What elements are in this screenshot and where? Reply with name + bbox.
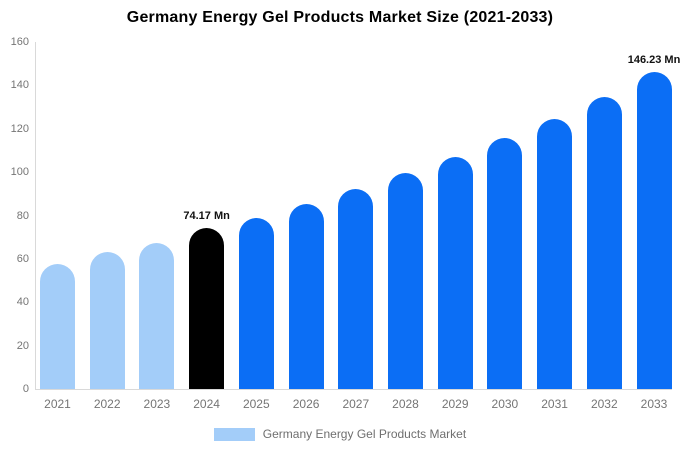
x-tick-label: 2025 xyxy=(242,397,270,411)
bar-2022 xyxy=(89,252,125,389)
bar-value-label-2024: 74.17 Mn xyxy=(183,210,230,223)
bar-2023 xyxy=(139,242,175,389)
x-tick-label: 2033 xyxy=(640,397,668,411)
bar-2033 xyxy=(636,71,672,389)
y-tick-label: 160 xyxy=(10,36,29,48)
bar-value-label-2033: 146.23 Mn xyxy=(627,53,680,66)
x-tick-label: 2024 xyxy=(193,397,220,411)
bar-2029 xyxy=(437,156,473,389)
bar-2028 xyxy=(388,173,423,389)
bar-2025 xyxy=(238,218,274,389)
y-tick-label: 100 xyxy=(10,166,29,179)
x-tick-label: 2021 xyxy=(44,397,71,411)
bar-2021 xyxy=(40,264,75,389)
y-tick-label: 20 xyxy=(16,339,29,352)
y-tick-label: 60 xyxy=(16,252,29,265)
bar-2031 xyxy=(537,118,573,389)
x-tick-label: 2023 xyxy=(143,397,171,411)
y-tick-label: 140 xyxy=(10,79,29,92)
legend-label: Germany Energy Gel Products Market xyxy=(262,427,467,441)
x-tick-label: 2027 xyxy=(342,397,370,411)
chart-title: Germany Energy Gel Products Market Size … xyxy=(126,9,554,26)
y-axis-line xyxy=(35,42,36,389)
bar-2030 xyxy=(487,138,523,389)
bar-2026 xyxy=(288,204,324,389)
x-tick-label: 2022 xyxy=(93,397,121,411)
x-tick-label: 2028 xyxy=(392,397,419,411)
legend-swatch xyxy=(213,427,255,441)
y-tick-label: 120 xyxy=(10,122,29,135)
x-tick-label: 2026 xyxy=(292,397,320,411)
y-tick-label: 40 xyxy=(16,296,29,309)
x-axis-line xyxy=(35,389,672,390)
bar-2027 xyxy=(338,189,374,389)
y-tick-label: 80 xyxy=(16,209,29,222)
x-tick-label: 2030 xyxy=(491,397,519,411)
y-tick-label: 0 xyxy=(22,383,29,395)
bar-2032 xyxy=(586,97,622,389)
x-tick-label: 2032 xyxy=(590,397,618,411)
legend: Germany Energy Gel Products Market xyxy=(0,426,680,442)
bar-2024 xyxy=(189,228,225,389)
x-tick-label: 2031 xyxy=(541,397,568,411)
x-tick-label: 2029 xyxy=(441,397,469,411)
